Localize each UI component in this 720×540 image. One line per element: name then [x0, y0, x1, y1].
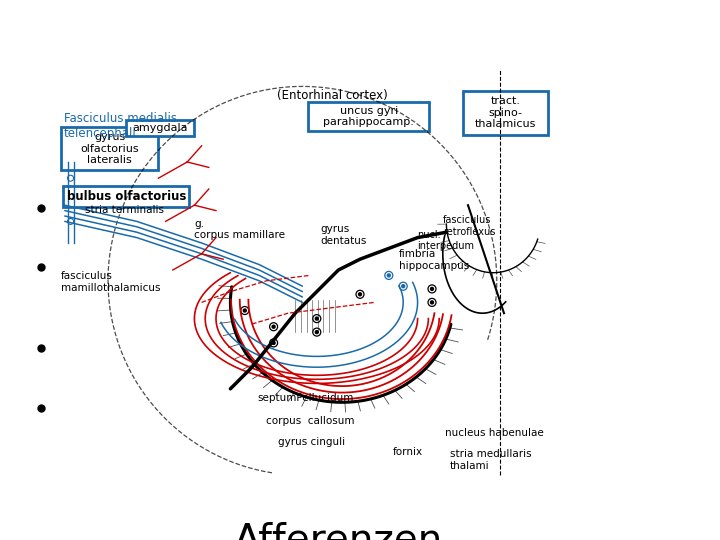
Circle shape — [431, 301, 433, 304]
Text: Afferenzen: Afferenzen — [234, 521, 443, 540]
Text: corpus  callosum: corpus callosum — [266, 416, 355, 426]
Text: nucleus habenulae: nucleus habenulae — [445, 428, 544, 438]
Text: gyrus
dentatus: gyrus dentatus — [320, 224, 366, 246]
Text: stria medullaris
thalami: stria medullaris thalami — [450, 449, 531, 471]
Circle shape — [431, 287, 433, 291]
Text: tract.
spino-
thalamicus: tract. spino- thalamicus — [474, 96, 536, 130]
FancyBboxPatch shape — [63, 186, 189, 207]
Text: bulbus olfactorius: bulbus olfactorius — [67, 190, 186, 203]
Circle shape — [315, 317, 318, 320]
Text: septumPellucidum: septumPellucidum — [258, 393, 354, 403]
Text: fasciculus
retroflexus: fasciculus retroflexus — [443, 215, 495, 237]
Text: gyrus
olfactorius
lateralis: gyrus olfactorius lateralis — [81, 132, 139, 165]
Circle shape — [402, 285, 405, 288]
Text: (Entorhinal cortex): (Entorhinal cortex) — [277, 89, 388, 102]
Circle shape — [359, 293, 361, 296]
Circle shape — [272, 325, 275, 328]
Text: fimbria
hippocampus: fimbria hippocampus — [399, 249, 469, 271]
Text: g.
corpus mamillare: g. corpus mamillare — [194, 219, 285, 240]
Text: nucl.
interpedum: nucl. interpedum — [418, 230, 474, 251]
Circle shape — [243, 309, 246, 312]
FancyBboxPatch shape — [126, 120, 194, 136]
FancyBboxPatch shape — [61, 127, 158, 170]
Text: amygdala: amygdala — [132, 123, 188, 133]
FancyBboxPatch shape — [308, 102, 429, 131]
Text: fornix: fornix — [392, 447, 423, 457]
Circle shape — [315, 330, 318, 334]
Circle shape — [272, 341, 275, 345]
Text: uncus gyri
parahippocamp.: uncus gyri parahippocamp. — [323, 106, 414, 127]
Text: Fasciculus medialis
telencephali: Fasciculus medialis telencephali — [64, 112, 177, 140]
FancyBboxPatch shape — [463, 91, 548, 135]
Circle shape — [387, 274, 390, 277]
Text: gyrus cinguli: gyrus cinguli — [278, 437, 345, 448]
Text: stria terminalis: stria terminalis — [85, 205, 164, 215]
Text: fasciculus
mamillothalamicus: fasciculus mamillothalamicus — [61, 271, 161, 293]
